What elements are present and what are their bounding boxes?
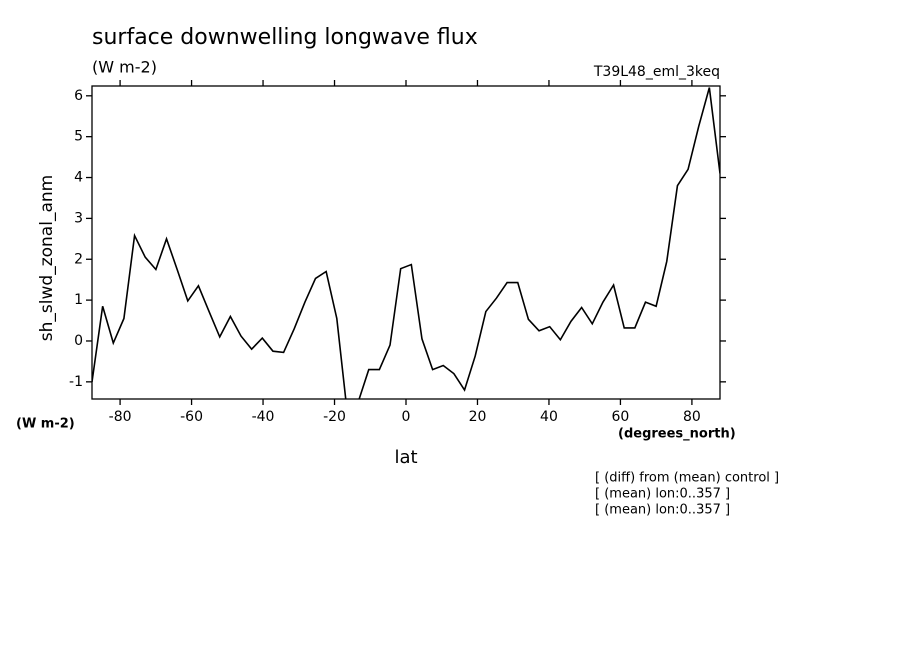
annotation: [ (diff) from (mean) control ] bbox=[595, 471, 779, 486]
x-tick-label: 60 bbox=[612, 409, 630, 425]
y-tick-label: 6 bbox=[74, 88, 83, 104]
y-tick-label: -1 bbox=[69, 374, 83, 390]
x-units: (degrees_north) bbox=[618, 427, 736, 442]
data-line bbox=[92, 87, 720, 399]
chart-subtitle: (W m-2) bbox=[92, 58, 157, 77]
y-tick-label: 5 bbox=[74, 129, 83, 145]
axes bbox=[86, 80, 726, 405]
x-tick-label: -80 bbox=[109, 409, 132, 425]
annotation: [ (mean) lon:0..357 ] bbox=[595, 487, 730, 502]
plot-frame bbox=[91, 85, 721, 400]
dataset-label: T39L48_eml_3keq bbox=[593, 64, 720, 80]
x-tick-label: 40 bbox=[540, 409, 558, 425]
annotation: [ (mean) lon:0..357 ] bbox=[595, 503, 730, 518]
y-tick-label: 0 bbox=[74, 333, 83, 349]
y-tick-label: 2 bbox=[74, 251, 83, 267]
x-tick-label: -20 bbox=[323, 409, 346, 425]
x-tick-label: 0 bbox=[402, 409, 411, 425]
y-tick-label: 1 bbox=[74, 292, 83, 308]
x-tick-label: -60 bbox=[180, 409, 203, 425]
y-axis-label: sh_slwd_zonal_anm bbox=[37, 175, 57, 341]
y-units: (W m-2) bbox=[16, 417, 75, 432]
y-tick-label: 3 bbox=[74, 210, 83, 226]
x-tick-label: 80 bbox=[683, 409, 701, 425]
chart-title: surface downwelling longwave flux bbox=[92, 25, 478, 50]
x-tick-label: -40 bbox=[252, 409, 275, 425]
x-tick-label: 20 bbox=[469, 409, 487, 425]
x-axis-label: lat bbox=[394, 447, 417, 468]
y-tick-label: 4 bbox=[74, 170, 83, 186]
